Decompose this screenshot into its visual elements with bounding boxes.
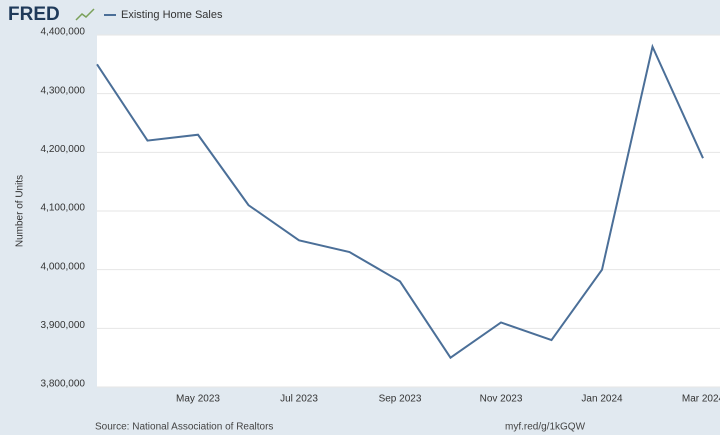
legend-label: Existing Home Sales xyxy=(121,9,223,21)
y-tick-label: 4,200,000 xyxy=(41,144,86,155)
y-tick-label: 4,300,000 xyxy=(41,85,86,96)
source: Source: National Association of Realtors xyxy=(95,422,273,433)
y-tick-label: 3,900,000 xyxy=(41,320,86,331)
x-tick-label: Sep 2023 xyxy=(379,394,422,405)
y-axis-title: Number of Units xyxy=(15,175,26,247)
x-tick-label: May 2023 xyxy=(176,394,220,405)
x-tick-label: Jul 2023 xyxy=(280,394,318,405)
logo-icon xyxy=(75,8,95,21)
y-tick-label: 4,400,000 xyxy=(41,27,86,38)
logo: FRED xyxy=(8,4,60,25)
y-tick-label: 4,000,000 xyxy=(41,261,86,272)
y-tick-label: 4,100,000 xyxy=(41,203,86,214)
link: myf.red/g/1kGQW xyxy=(505,422,586,433)
y-tick-label: 3,800,000 xyxy=(41,379,86,390)
x-tick-label: Mar 2024 xyxy=(682,394,720,405)
x-tick-label: Nov 2023 xyxy=(480,394,523,405)
x-tick-label: Jan 2024 xyxy=(581,394,623,405)
data-line xyxy=(96,43,704,360)
